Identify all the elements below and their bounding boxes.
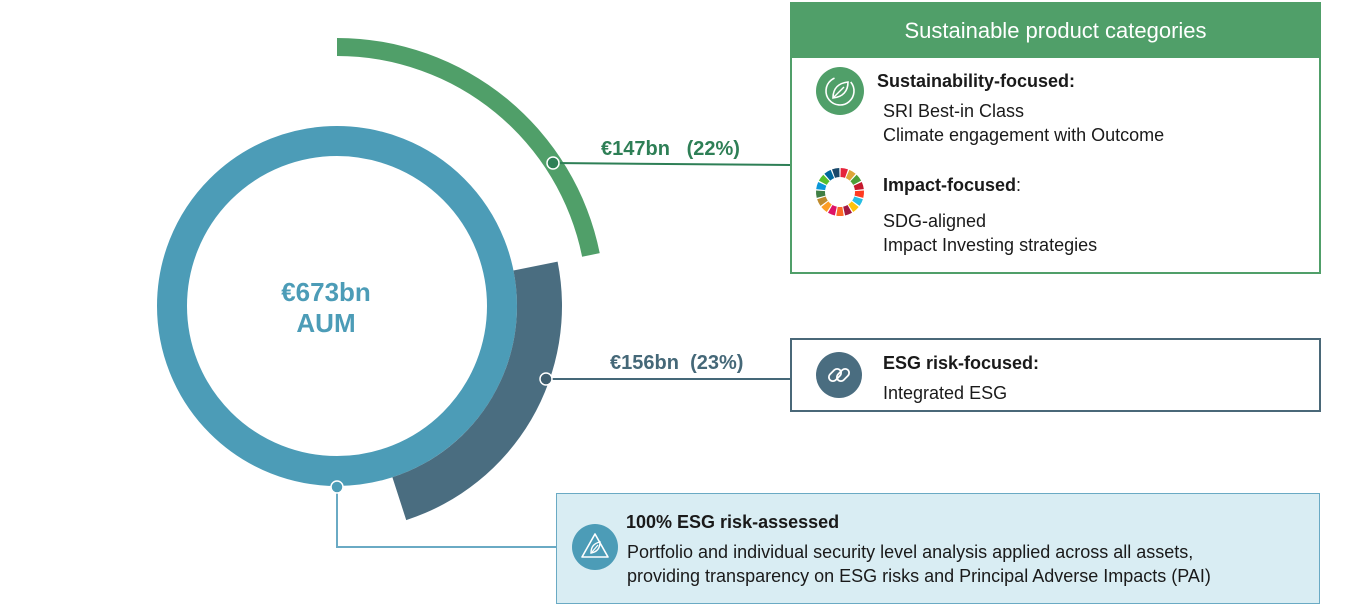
impact-line-2: Impact Investing strategies (883, 235, 1098, 255)
sdg-wheel-segment (816, 190, 826, 198)
sdg-wheel-segment (848, 201, 859, 213)
aum-ring (157, 126, 517, 486)
sdg-wheel-segment (818, 174, 830, 185)
sdg-wheel-icon (816, 168, 864, 216)
impact-focused-title: Impact-focused: (883, 175, 1021, 196)
sustainable-amount-label: €147bn (22%) (601, 138, 740, 161)
esg-risk-amount-label: €156bn (23%) (610, 352, 743, 375)
sdg-wheel-segment (853, 181, 864, 191)
leaf-triangle-icon (572, 524, 618, 570)
sustainable-amount: €147bn (601, 138, 670, 160)
sdg-wheel-segment (832, 168, 840, 178)
sdg-wheel-segment (840, 168, 848, 178)
sdg-wheel-segment (827, 204, 837, 216)
risk-assessed-title: 100% ESG risk-assessed (626, 512, 840, 532)
sustainable-categories-box: Sustainable product categories Sustainab… (790, 2, 1321, 274)
esg-risk-percent: (23%) (690, 352, 744, 374)
connector-sustainable (552, 162, 791, 166)
sustainability-line-1: SRI Best-in Class (883, 101, 1025, 121)
risk-assessed-line-2: providing transparency on ESG risks and … (627, 566, 1211, 586)
sdg-wheel-segment (821, 201, 832, 213)
sdg-wheel-segment (816, 181, 827, 191)
segment-arc-esg-risk (392, 261, 562, 521)
esg-risk-line-1: Integrated ESG (883, 383, 1008, 403)
sdg-wheel-segment (836, 206, 844, 216)
connector-dot-sustainable (546, 156, 560, 170)
center-amount: €673bn (281, 277, 371, 307)
connector-dot-risk-assessed (330, 480, 344, 494)
sdg-wheel-segment (824, 169, 835, 181)
impact-line-1: SDG-aligned (883, 211, 987, 231)
risk-assessed-line-1: Portfolio and individual security level … (627, 542, 1194, 562)
sustainable-percent: (22%) (686, 138, 740, 160)
esg-risk-amount: €156bn (610, 352, 679, 374)
leaf-icon (816, 67, 864, 115)
sustainability-focused-title: Sustainability-focused: (877, 71, 1076, 91)
impact-focused-colon: : (1016, 175, 1022, 195)
sdg-wheel-segment (817, 196, 828, 206)
esg-risk-focused-box: ESG risk-focused: Integrated ESG (790, 338, 1321, 412)
sdg-wheel-segment (845, 169, 856, 181)
impact-focused-title-text: Impact-focused (883, 175, 1017, 195)
sdg-wheel-segment (852, 196, 863, 206)
connector-dot-esg-risk (539, 372, 553, 386)
sdg-wheel-segment (854, 190, 864, 198)
sdg-wheel-segment (843, 204, 853, 216)
sustainability-line-2: Climate engagement with Outcome (883, 125, 1165, 145)
center-unit: AUM (296, 308, 355, 338)
sustainable-categories-header: Sustainable product categories (792, 4, 1319, 58)
risk-assessed-box: 100% ESG risk-assessed Portfolio and ind… (556, 493, 1320, 604)
esg-risk-focused-title: ESG risk-focused: (883, 353, 1040, 373)
segment-arc-sustainable (337, 38, 600, 257)
chain-link-icon (816, 352, 862, 398)
sdg-wheel-segment (850, 174, 862, 185)
connector-risk-assessed (336, 487, 556, 548)
